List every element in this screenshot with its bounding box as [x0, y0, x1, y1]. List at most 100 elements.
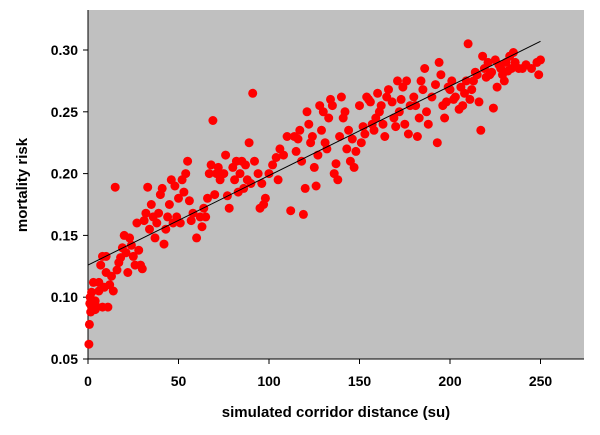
data-point [342, 144, 352, 154]
data-point [107, 271, 116, 281]
data-point [204, 169, 214, 179]
data-point [365, 97, 375, 107]
data-point [536, 55, 545, 65]
data-point [87, 287, 97, 297]
data-point [235, 169, 245, 179]
data-point [260, 193, 270, 203]
data-point [123, 268, 133, 277]
data-point [487, 67, 497, 77]
data-point [463, 39, 473, 49]
data-point [302, 107, 312, 117]
x-tick-label: 0 [84, 373, 92, 389]
data-points [84, 39, 545, 349]
data-point [137, 264, 147, 274]
data-point [264, 169, 274, 179]
data-point [411, 101, 421, 111]
data-point [527, 64, 536, 73]
data-point [297, 156, 307, 166]
data-point [476, 125, 486, 135]
data-point [340, 107, 350, 117]
data-point [360, 129, 370, 139]
data-point [186, 216, 196, 226]
data-point [298, 209, 308, 219]
x-tick-label: 200 [438, 373, 462, 389]
data-point [472, 70, 482, 80]
data-point [488, 103, 498, 113]
x-axis-ticks: 0 50 100 150 200 250 [84, 359, 552, 389]
data-point [336, 92, 346, 102]
data-point [221, 150, 231, 160]
data-point [318, 107, 328, 117]
data-point [132, 218, 142, 228]
data-point [152, 218, 162, 228]
data-point [208, 116, 218, 125]
data-point [248, 88, 258, 98]
data-point [84, 339, 94, 349]
data-point [416, 76, 426, 86]
y-tick-label: 0.30 [51, 42, 78, 58]
data-point [146, 200, 156, 209]
data-point [376, 101, 386, 111]
data-point [474, 97, 484, 107]
data-point [409, 92, 419, 102]
data-point [253, 169, 263, 179]
data-point [192, 233, 202, 243]
data-point [458, 101, 468, 111]
data-point [420, 64, 430, 73]
data-point [304, 119, 314, 129]
y-axis-title: mortality risk [14, 137, 31, 232]
y-tick-label: 0.20 [51, 166, 78, 182]
data-point [393, 76, 402, 86]
data-point [355, 101, 364, 111]
data-point [483, 57, 493, 67]
data-point [125, 233, 135, 243]
x-tick-label: 250 [529, 373, 553, 389]
data-point [210, 190, 220, 200]
data-point [447, 76, 457, 86]
data-point [224, 203, 234, 213]
data-point [358, 122, 368, 132]
data-point [436, 70, 446, 80]
data-point [351, 146, 361, 156]
data-point [499, 76, 509, 86]
data-point [174, 193, 183, 203]
y-tick-label: 0.05 [51, 351, 78, 367]
data-point [293, 134, 303, 144]
data-point [384, 85, 393, 95]
data-point [378, 119, 388, 129]
data-point [434, 57, 444, 67]
data-point [184, 196, 194, 206]
data-point [279, 150, 288, 160]
x-tick-label: 50 [171, 373, 187, 389]
data-point [213, 162, 223, 172]
data-point [203, 193, 212, 203]
data-point [373, 88, 383, 98]
data-point [396, 94, 406, 104]
data-point [333, 175, 343, 185]
data-point [128, 251, 138, 261]
data-point [197, 222, 207, 232]
data-point [103, 302, 113, 312]
x-tick-label: 100 [257, 373, 281, 389]
data-point [349, 162, 359, 172]
data-point [161, 224, 171, 234]
data-point [427, 92, 437, 102]
data-point [391, 122, 401, 132]
data-point [317, 125, 326, 135]
data-point [108, 286, 118, 296]
data-point [402, 76, 412, 86]
data-point [112, 265, 122, 275]
trend-line [87, 40, 541, 266]
data-point [418, 85, 428, 95]
data-point [291, 146, 301, 156]
data-point [387, 97, 397, 107]
data-point [273, 175, 283, 185]
data-point [157, 183, 167, 193]
data-point [181, 169, 191, 179]
data-point [450, 92, 460, 102]
data-point [230, 175, 240, 185]
data-point [422, 107, 431, 117]
data-point [139, 216, 149, 226]
data-point [154, 208, 164, 218]
